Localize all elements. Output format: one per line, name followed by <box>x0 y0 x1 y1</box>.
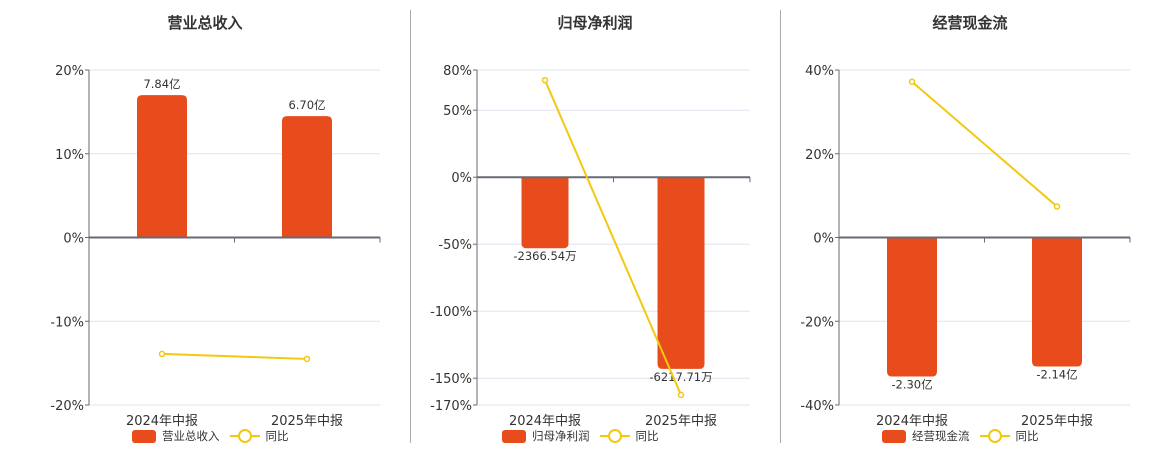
y-tick-label: 40% <box>805 64 834 79</box>
y-tick-label: 80% <box>443 64 472 79</box>
legend: 归母净利润 同比 <box>502 428 659 444</box>
legend: 经营现金流 同比 <box>882 428 1039 444</box>
yoy-point[interactable] <box>158 350 166 358</box>
bar-value-label: 7.84亿 <box>143 77 180 91</box>
chart-title: 归母净利润 <box>557 14 633 32</box>
chart-plot: 80% 50% 0% -50% -100% -150% -170% -2366.54万 -621… <box>430 64 751 429</box>
yoy-line <box>161 352 308 360</box>
y-tick-label: 20% <box>55 64 84 79</box>
x-category-label: 2024年中报 <box>126 414 198 429</box>
bar[interactable] <box>887 237 937 377</box>
bar-legend-swatch-icon <box>502 429 526 443</box>
y-tick-label: -50% <box>438 238 472 253</box>
line-legend-marker-icon <box>229 429 260 443</box>
chart-panel-revenue: 营业总收入 20% 10% 0% -10% -20% 7.84亿 6.70亿 2024年中报 2… <box>0 0 410 450</box>
legend-bar-label[interactable]: 营业总收入 <box>162 429 220 443</box>
bar[interactable] <box>282 116 332 238</box>
x-category-label: 2024年中报 <box>509 414 581 429</box>
x-category-label: 2025年中报 <box>1021 414 1093 429</box>
x-category-label: 2025年中报 <box>271 414 343 429</box>
bar[interactable] <box>657 177 705 369</box>
y-tick-label: -100% <box>430 305 472 320</box>
bar-value-label: -2.30亿 <box>891 378 932 392</box>
chart-title: 营业总收入 <box>167 14 243 32</box>
x-category-label: 2025年中报 <box>645 414 717 429</box>
yoy-line <box>911 80 1058 208</box>
y-tick-label: -150% <box>430 372 472 387</box>
y-tick-label: 0% <box>813 232 834 247</box>
bar-value-label: -2366.54万 <box>513 249 576 263</box>
yoy-point[interactable] <box>541 76 549 84</box>
yoy-point[interactable] <box>1053 203 1061 210</box>
y-tick-label: 10% <box>55 148 84 163</box>
panel-divider <box>410 10 411 443</box>
chart-panel-net-profit: 归母净利润 80% 50% 0% -50% -100% -150% -170% -2366.5… <box>410 0 780 450</box>
legend-bar-label[interactable]: 归母净利润 <box>532 429 590 443</box>
bar-legend-swatch-icon <box>882 429 906 443</box>
chart-plot: 40% 20% 0% -20% -40% -2.30亿 -2.14亿 2024年中报 2025年… <box>800 64 1131 429</box>
bar-legend-swatch-icon <box>132 429 156 443</box>
y-tick-label: -20% <box>50 399 84 414</box>
legend-bar-label[interactable]: 经营现金流 <box>912 429 970 443</box>
chart-title: 经营现金流 <box>932 14 1008 32</box>
y-tick-label: -20% <box>800 315 834 330</box>
bar[interactable] <box>521 177 569 249</box>
y-tick-label: 0% <box>63 232 84 247</box>
legend-line-label[interactable]: 同比 <box>1015 429 1039 443</box>
y-tick-label: 20% <box>805 148 834 163</box>
legend: 营业总收入 同比 <box>132 428 289 444</box>
bar[interactable] <box>1032 237 1082 367</box>
chart-panel-operating-cashflow: 经营现金流 40% 20% 0% -20% -40% -2.30亿 -2.14亿 2024年中… <box>780 0 1160 450</box>
line-legend-marker-icon <box>599 429 630 443</box>
yoy-line <box>544 79 682 396</box>
bar[interactable] <box>137 95 187 238</box>
panel-divider <box>780 10 781 443</box>
y-tick-label: -170% <box>430 399 472 414</box>
y-tick-label: -10% <box>50 315 84 330</box>
line-legend-marker-icon <box>979 429 1010 443</box>
bar-value-label: -6217.71万 <box>649 370 712 384</box>
y-tick-label: 50% <box>443 104 472 119</box>
yoy-point[interactable] <box>908 78 916 85</box>
bar-value-label: -2.14亿 <box>1036 367 1077 381</box>
bar-value-label: 6.70亿 <box>288 98 325 112</box>
y-tick-label: -40% <box>800 399 834 414</box>
yoy-point[interactable] <box>677 391 685 399</box>
x-category-label: 2024年中报 <box>876 414 948 429</box>
chart-plot: 20% 10% 0% -10% -20% 7.84亿 6.70亿 2024年中报 2025年中报 <box>50 64 381 429</box>
y-tick-label: 0% <box>451 171 472 186</box>
legend-line-label[interactable]: 同比 <box>265 429 289 443</box>
legend-line-label[interactable]: 同比 <box>635 429 659 443</box>
yoy-point[interactable] <box>303 355 311 363</box>
